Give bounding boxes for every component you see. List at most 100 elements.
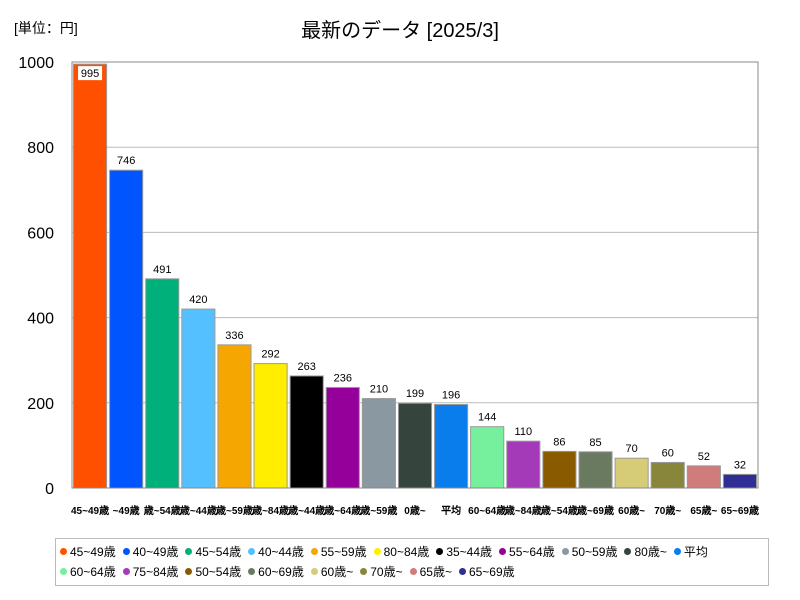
data-label: 60 (662, 447, 674, 459)
x-tick-label: 歳~84歳 (252, 504, 289, 517)
bar-65歳~ (686, 465, 721, 489)
y-tick-label: 400 (27, 311, 54, 328)
legend-label: 50~54歳 (195, 564, 242, 579)
legend-item: 60~69歳 (248, 561, 304, 581)
x-tick-label: 歳~54歳 (144, 504, 181, 517)
legend-label: 50~59歳 (571, 544, 618, 559)
bar-75~84歳 (506, 440, 541, 489)
bar-40~44歳 (181, 308, 216, 489)
legend-dot-icon (122, 547, 130, 555)
legend-label: 80歳~ (634, 544, 667, 559)
legend-label: 平均 (683, 544, 708, 559)
legend-label: 65歳~ (419, 564, 452, 579)
data-label: 32 (734, 459, 746, 471)
legend-dot-icon (248, 567, 256, 575)
legend-label: 60~64歳 (70, 564, 116, 579)
legend-item: 平均 (673, 541, 708, 561)
bar-平均 (434, 404, 469, 489)
data-label: 263 (298, 361, 316, 373)
y-tick-label: 200 (27, 396, 54, 413)
legend-item: 60歳~ (310, 561, 354, 581)
legend-item: 75~84歳 (122, 561, 178, 581)
plot-frame (71, 61, 759, 489)
bar-55~64歳 (325, 386, 360, 489)
legend-label: 55~64歳 (509, 544, 555, 559)
x-tick-label: 歳~44歳 (180, 504, 217, 517)
legend-label: 60歳~ (320, 564, 354, 579)
legend-item: 80歳~ (624, 541, 667, 561)
data-label: 144 (478, 412, 496, 424)
bar-45~54歳 (145, 278, 180, 489)
y-tick-label: 800 (27, 140, 54, 157)
data-label: 85 (589, 437, 601, 449)
legend-label: 65~69歳 (468, 564, 515, 579)
legend-item: 55~59歳 (310, 541, 367, 561)
x-tick-label: 60歳~ (618, 504, 645, 517)
bar-50~54歳 (542, 450, 577, 489)
legend-dot-icon (360, 567, 368, 575)
y-axis: 0 200 400 600 800 1000 (18, 55, 54, 498)
bar-60~64歳 (470, 426, 505, 489)
legend-dot-icon (248, 547, 256, 555)
bar-chart: 995 746 491 420 336 292 263 236 210 199 196 144 110 8… (18, 55, 759, 517)
legend-dot-icon (499, 547, 507, 555)
legend-dot-icon (673, 547, 681, 555)
bar-60歳~ (614, 457, 649, 489)
data-label: 70 (626, 443, 638, 455)
data-label: 995 (81, 68, 99, 80)
chart-title: 最新のデータ [2025/3] (301, 20, 499, 42)
legend-dot-icon (436, 547, 444, 555)
legend-dot-icon (122, 567, 130, 575)
x-tick-label: 70歳~ (654, 504, 681, 517)
legend-item: 40~49歳 (122, 541, 178, 561)
bar-35~44歳 (289, 375, 324, 489)
bar-80~84歳 (253, 363, 288, 489)
legend-label: 55~59歳 (320, 544, 367, 559)
legend-dot-icon (310, 567, 318, 575)
bar-60~69歳 (578, 451, 613, 489)
legend-item: 45~54歳 (185, 541, 241, 561)
data-label: 110 (515, 426, 533, 438)
legend-dot-icon (624, 547, 632, 555)
data-labels: 995 746 491 420 336 292 263 236 210 199 196 144 110 8… (78, 66, 746, 471)
legend-label: 70歳~ (370, 564, 403, 579)
bar-55~59歳 (217, 344, 252, 489)
x-tick-label: 60~64歳 (468, 504, 506, 517)
legend-item: 70歳~ (360, 561, 403, 581)
x-tick-label: 65歳~ (690, 504, 717, 517)
data-label: 199 (406, 388, 424, 400)
legend-item: 65歳~ (409, 561, 452, 581)
x-tick-label: 歳~84歳 (505, 504, 542, 517)
legend-item: 50~59歳 (561, 541, 618, 561)
legend-dot-icon (561, 547, 569, 555)
x-tick-label: 歳~44歳 (288, 504, 325, 517)
legend-item: 45~49歳 (60, 541, 116, 561)
legend-label: 40~44歳 (258, 544, 304, 559)
data-label: 336 (225, 330, 243, 342)
bar-70歳~ (650, 461, 685, 489)
bar-80歳~ (397, 402, 433, 489)
legend-dot-icon (310, 547, 318, 555)
legend-item: 80~84歳 (373, 541, 429, 561)
bar-50~59歳 (361, 398, 396, 489)
bar-40~49歳 (109, 169, 144, 489)
legend-item: 60~64歳 (60, 561, 116, 581)
legend-dot-icon (60, 547, 67, 555)
legend-dot-icon (458, 567, 466, 575)
y-tick-label: 600 (27, 225, 54, 242)
bar-45~49歳 (73, 63, 108, 489)
legend-label: 35~44歳 (446, 544, 493, 559)
data-label: 52 (698, 451, 710, 463)
unit-label: [単位：円] (14, 20, 78, 36)
bar-65~69歳 (722, 473, 757, 489)
data-label: 236 (334, 372, 352, 384)
data-label: 196 (442, 390, 460, 402)
legend-dot-icon (60, 567, 67, 575)
legend-label: 45~49歳 (70, 544, 116, 559)
legend-label: 60~69歳 (258, 564, 304, 579)
x-tick-label: 歳~59歳 (360, 504, 397, 517)
data-label: 292 (261, 349, 279, 361)
legend-dot-icon (373, 547, 381, 555)
x-tick-label: 歳~64歳 (324, 504, 361, 517)
legend: 45~49歳 40~49歳 45~54歳 40~44歳 55~59歳 80~84歳 35~4… (55, 538, 769, 586)
